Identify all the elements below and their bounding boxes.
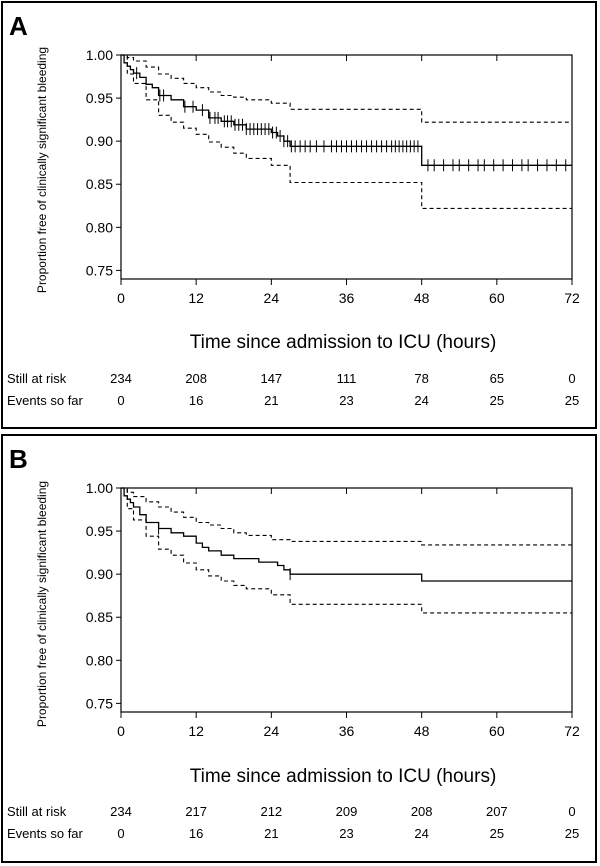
panel-a-x-tick-label: 0 — [117, 290, 125, 306]
panel-b-risk-count: 209 — [336, 804, 358, 819]
panel-a-x-tick-label: 24 — [264, 290, 280, 306]
panel-b-x-tick-label: 48 — [414, 723, 430, 739]
panel-b-events-count: 23 — [339, 826, 353, 841]
panel-a-events-count: 0 — [117, 393, 124, 408]
panel-a-y-tick-label: 0.95 — [86, 90, 113, 106]
panel-b-risk-count: 217 — [185, 804, 207, 819]
panel-b-y-tick-label: 0.85 — [86, 609, 113, 625]
panel-a-risk-count: 111 — [337, 371, 357, 386]
panel-a-y-tick-label: 0.85 — [86, 176, 113, 192]
panel-a-risk-count: 65 — [490, 371, 504, 386]
panel-a-risk-count: 147 — [260, 371, 282, 386]
panel-b-y-tick-label: 0.75 — [86, 695, 113, 711]
panel-b-x-tick-label: 24 — [264, 723, 280, 739]
panel-a-y-tick-label: 1.00 — [86, 47, 113, 63]
panel-b-events-count: 24 — [414, 826, 428, 841]
panel-b-x-tick-label: 12 — [188, 723, 204, 739]
panel-a-frame: A Proportion free of clinically signific… — [1, 1, 597, 429]
panel-a-events-count: 21 — [264, 393, 278, 408]
panel-a-events-count: 25 — [490, 393, 504, 408]
panel-b-series-lower-ci — [121, 487, 572, 614]
panel-a-risk-count: 234 — [110, 371, 132, 386]
panel-a-series-estimate — [121, 54, 572, 166]
panel-a-x-tick-label: 72 — [564, 290, 580, 306]
panel-b-x-tick-label: 0 — [117, 723, 125, 739]
panel-a-risk-count: 0 — [568, 371, 575, 386]
panel-b-frame: B Proportion free of clinically signific… — [1, 434, 597, 863]
panel-b-events-count: 16 — [189, 826, 203, 841]
panel-b-events-so-far-label: Events so far — [7, 826, 84, 841]
panel-b-series-estimate — [121, 487, 572, 582]
panel-a-events-count: 24 — [414, 393, 428, 408]
panel-b-series-upper-ci — [121, 487, 572, 546]
panel-b-y-tick-label: 1.00 — [86, 480, 113, 496]
panel-b-letter: B — [9, 444, 28, 474]
panel-a-x-tick-label: 36 — [339, 290, 355, 306]
panel-b-x-tick-label: 60 — [489, 723, 505, 739]
panel-b-y-tick-label: 0.80 — [86, 652, 113, 668]
panel-b-events-count: 21 — [264, 826, 278, 841]
panel-a-y-tick-label: 0.80 — [86, 219, 113, 235]
panel-a-x-tick-label: 12 — [188, 290, 204, 306]
panel-b-x-tick-label: 72 — [564, 723, 580, 739]
panel-b-still-at-risk-label: Still at risk — [7, 804, 67, 819]
panel-b-events-count: 0 — [117, 826, 124, 841]
panel-b-risk-count: 208 — [411, 804, 433, 819]
panel-a-risk-count: 208 — [185, 371, 207, 386]
panel-a-y-tick-label: 0.75 — [86, 262, 113, 278]
panel-a-risk-count: 78 — [414, 371, 428, 386]
panel-b-risk-count: 234 — [110, 804, 132, 819]
panel-a-y-tick-label: 0.90 — [86, 133, 113, 149]
panel-a-x-tick-label: 60 — [489, 290, 505, 306]
panel-a-plot-area — [120, 54, 573, 280]
panel-b-events-count: 25 — [490, 826, 504, 841]
panel-b-x-tick-label: 36 — [339, 723, 355, 739]
panel-b-risk-count: 212 — [260, 804, 282, 819]
panel-a-events-count: 16 — [189, 393, 203, 408]
panel-a-letter: A — [9, 11, 28, 41]
panel-a-events-so-far-label: Events so far — [7, 393, 84, 408]
panel-b-chart: B Proportion free of clinically signific… — [7, 444, 580, 841]
panel-a-y-axis-label: Proportion free of clinically significan… — [35, 47, 49, 293]
panel-b-events-count: 25 — [565, 826, 579, 841]
panel-a-events-count: 23 — [339, 393, 353, 408]
panel-b-x-axis-label: Time since admission to ICU (hours) — [190, 766, 497, 787]
panel-b-plot-area — [120, 487, 573, 713]
panel-b-y-axis-label: Proportion free of clinically significan… — [35, 481, 49, 727]
panel-a-series-lower-ci — [121, 54, 572, 209]
panel-b-risk-count: 0 — [568, 804, 575, 819]
panel-b-y-tick-label: 0.95 — [86, 523, 113, 539]
panel-a-series-upper-ci — [121, 54, 572, 123]
panel-a-x-axis-label: Time since admission to ICU (hours) — [190, 332, 497, 353]
panel-a-events-count: 25 — [565, 393, 579, 408]
panel-b-y-tick-label: 0.90 — [86, 566, 113, 582]
panel-a-x-tick-label: 48 — [414, 290, 430, 306]
panel-b-risk-count: 207 — [486, 804, 508, 819]
panel-a-still-at-risk-label: Still at risk — [7, 371, 67, 386]
panel-a-chart: A Proportion free of clinically signific… — [7, 11, 580, 408]
